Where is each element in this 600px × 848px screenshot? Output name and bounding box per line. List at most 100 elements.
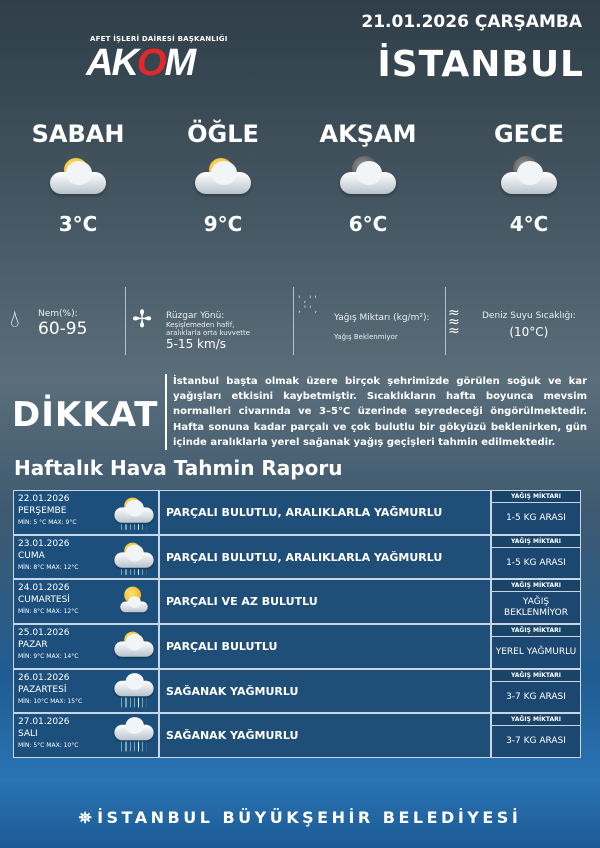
day-description: PARÇALI BULUTLU, ARALIKLARLA YAĞMURLU <box>160 535 490 579</box>
day-temps: MİN: 10°C MAX: 15°C <box>18 696 154 708</box>
precip-value: 1-5 KG ARASI <box>492 503 580 534</box>
notice-text: İstanbul başta olmak üzere birçok şehrim… <box>165 374 587 451</box>
wind-desc: Keşişlemeden hafif, <box>166 321 235 329</box>
stats-bar: 💧︎ Nem(%): 60-95 ✢ Rüzgar Yönü: Keşişlem… <box>0 283 600 358</box>
wind-desc: aralıklarla orta kuvvette <box>166 329 251 337</box>
sun-cloud-rain-icon <box>112 496 157 530</box>
precip-header: YAĞIŞ MİKTARI <box>492 625 580 637</box>
sun-cloud-icon <box>112 630 157 664</box>
day-cell: 25.01.2026 PAZAR MİN: 9°C MAX: 14°C <box>14 625 158 668</box>
period-name: AKŞAM <box>319 120 417 148</box>
period-gece: GECE 4°C <box>464 120 594 236</box>
wind-label: Rüzgar Yönü: <box>166 311 225 321</box>
period-name: GECE <box>493 120 565 148</box>
period-ogle: ÖĞLE 9°C <box>158 120 288 236</box>
day-date: 25.01.2026 <box>18 628 70 639</box>
day-temps: MİN: 8°C MAX: 12°C <box>18 606 154 618</box>
sun-small-clouds-icon <box>112 586 157 620</box>
footer-text: İSTANBUL BÜYÜKŞEHİR BELEDİYESİ <box>97 808 522 827</box>
period-name: SABAH <box>31 120 125 148</box>
weekly-title: Haftalık Hava Tahmin Raporu <box>14 456 343 480</box>
wind: Rüzgar Yönü: Keşişlemeden hafif, aralıkl… <box>166 311 250 386</box>
precip-value: 1-5 KG ARASI <box>492 547 580 579</box>
precip-value: YEREL YAĞMURLU <box>492 637 580 668</box>
precip-cell: YAĞIŞ MİKTARI 3-7 KG ARASI <box>492 714 580 758</box>
sea-temp: Deniz Suyu Sıcaklığı: (10°C) <box>482 311 576 386</box>
day-date: 22.01.2026 <box>18 494 70 504</box>
divider <box>445 287 446 355</box>
day-date: 26.01.2026 <box>18 672 70 683</box>
day-description: PARÇALI BULUTLU <box>160 625 490 668</box>
precip-value: 3-7 KG ARASI <box>492 681 580 713</box>
precip-cell: YAĞIŞ MİKTARI YEREL YAĞMURLU <box>492 625 580 668</box>
wind-value: 5-15 km/s <box>166 337 226 351</box>
min-temp: MİN: 8°C <box>18 608 45 616</box>
day-name: CUMA <box>18 550 45 561</box>
min-temp: MİN: 5°C <box>18 742 45 750</box>
period-sabah: SABAH 3°C <box>13 120 143 236</box>
logo-subtitle: AFET İŞLERİ DAİRESİ BAŞKANLIĞI <box>90 35 228 43</box>
humidity-value: 60-95 <box>38 319 88 339</box>
akom-logo: AKOM <box>86 42 196 84</box>
period-temp: 3°C <box>58 212 98 236</box>
humidity-label: Nem(%): <box>38 309 78 319</box>
min-temp: MİN: 9°C <box>18 653 45 661</box>
day-date: 24.01.2026 <box>18 583 70 594</box>
date: 21.01.2026 ÇARŞAMBA <box>361 12 582 32</box>
precip-header: YAĞIŞ MİKTARI <box>492 580 580 592</box>
day-cell: 27.01.2026 SALI MİN: 5°C MAX: 10°C <box>14 714 158 758</box>
precip-value: 3-7 KG ARASI <box>492 726 580 758</box>
table-row: 25.01.2026 PAZAR MİN: 9°C MAX: 14°C PARÇ… <box>14 625 580 668</box>
day-description: PARÇALI BULUTLU, ARALIKLARLA YAĞMURLU <box>160 491 490 534</box>
max-temp: MAX: 15°C <box>50 697 83 705</box>
day-cell: 23.01.2026 CUMA MİN: 8°C MAX: 12°C <box>14 535 158 579</box>
day-name: PAZAR <box>18 640 48 651</box>
min-temp: MİN: 10°C <box>18 697 49 705</box>
table-row: 22.01.2026 PERŞEMBE MİN: 5 °C MAX: 9°C P… <box>14 491 580 534</box>
precip-label: Yağış Miktarı (kg/m²): <box>334 313 430 323</box>
waves-icon: ≈ ≈ ≈ <box>448 305 460 339</box>
precip-header: YAĞIŞ MİKTARI <box>492 491 580 502</box>
precip-cell: YAĞIŞ MİKTARI 1-5 KG ARASI <box>492 535 580 579</box>
period-temp: 4°C <box>509 212 549 236</box>
max-temp: MAX: 10°C <box>46 742 79 750</box>
precip-cell: YAĞIŞ MİKTARI 3-7 KG ARASI <box>492 669 580 713</box>
divider <box>125 287 126 355</box>
precip-value: YAĞIŞ BEKLENMİYOR <box>492 592 580 624</box>
period-aksam: AKŞAM 6°C <box>303 120 433 236</box>
notice-title: DİKKAT <box>12 395 159 435</box>
max-temp: MAX: 12°C <box>46 608 79 616</box>
cloud-rain-icon <box>112 717 157 754</box>
precip-value: Yağış Beklenmiyor <box>334 333 398 341</box>
cloud-rain-icon <box>112 672 157 709</box>
day-name: PAZARTESİ <box>18 684 67 695</box>
precip-header: YAĞIŞ MİKTARI <box>492 535 580 547</box>
precip-header: YAĞIŞ MİKTARI <box>492 714 580 726</box>
table-row: 26.01.2026 PAZARTESİ MİN: 10°C MAX: 15°C… <box>14 669 580 713</box>
max-temp: MAX: 14°C <box>46 653 79 661</box>
day-name: PERŞEMBE <box>18 506 67 516</box>
cloudy-moon-icon <box>336 156 400 204</box>
pinwheel-icon: ✢ <box>132 305 153 333</box>
day-date: 27.01.2026 <box>18 717 70 728</box>
day-date: 23.01.2026 <box>18 538 70 549</box>
day-name: SALI <box>18 729 38 740</box>
precip-header: YAĞIŞ MİKTARI <box>492 669 580 681</box>
weekly-forecast-table: 22.01.2026 PERŞEMBE MİN: 5 °C MAX: 9°C P… <box>13 490 581 758</box>
min-temp: MİN: 8°C <box>18 563 45 571</box>
day-description: SAĞANAK YAĞMURLU <box>160 669 490 713</box>
max-temp: MAX: 12°C <box>46 563 79 571</box>
period-temp: 9°C <box>203 212 243 236</box>
cloudy-moon-icon <box>497 156 561 204</box>
period-name: ÖĞLE <box>187 120 259 148</box>
rain-drops-icon: ' , ' ' , ' ' , <box>298 295 318 315</box>
sea-label: Deniz Suyu Sıcaklığı: <box>482 311 576 321</box>
sea-value: (10°C) <box>509 325 549 339</box>
day-cell: 24.01.2026 CUMARTESİ MİN: 8°C MAX: 12°C <box>14 580 158 624</box>
city-title: İSTANBUL <box>377 44 584 85</box>
min-temp: MİN: 5 °C <box>18 519 47 526</box>
day-temps: MİN: 5°C MAX: 10°C <box>18 740 154 752</box>
divider <box>293 287 294 355</box>
precipitation: Yağış Miktarı (kg/m²): Yağış Beklenmiyor <box>334 313 430 388</box>
table-row: 24.01.2026 CUMARTESİ MİN: 8°C MAX: 12°C … <box>14 580 580 624</box>
